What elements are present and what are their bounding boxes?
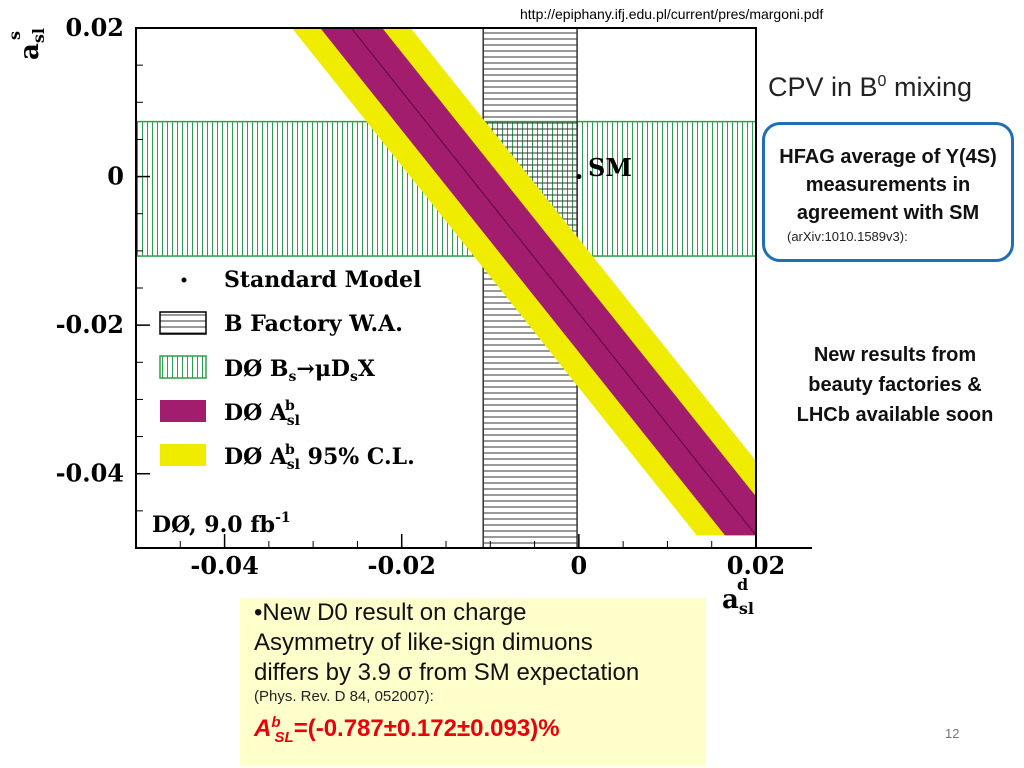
asl-formula: AbSL=(-0.787±0.172±0.093)% bbox=[254, 714, 560, 746]
hfag-callout: HFAG average of Y(4S) measurements in ag… bbox=[762, 122, 1014, 262]
legend-label-standard-model: Standard Model bbox=[224, 267, 421, 293]
x-axis-label-sup: d bbox=[737, 575, 748, 594]
legend-swatch-dot bbox=[181, 277, 187, 283]
legend-swatch-yellow bbox=[160, 444, 206, 466]
note-reference: (Phys. Rev. D 84, 052007): bbox=[254, 688, 434, 705]
asl-center-line bbox=[350, 28, 756, 536]
x-tick-label: -0.02 bbox=[368, 551, 436, 580]
asl-plot: -0.04 -0.02 0 0.02 0.02 0 -0.02 -0.04 asl s asl… bbox=[5, 13, 812, 618]
x-axis-label: asl bbox=[722, 585, 754, 618]
note-line-1: •New D0 result on charge bbox=[254, 599, 527, 626]
legend-label-b-factory: B Factory W.A. bbox=[224, 311, 403, 337]
x-tick-label: 0.02 bbox=[727, 551, 785, 580]
legend-label-bs: DØ Bs→μDsX bbox=[224, 356, 376, 385]
y-axis-label-sup: s bbox=[5, 31, 24, 40]
x-tick-label: -0.04 bbox=[190, 551, 258, 580]
page-number: 12 bbox=[945, 726, 960, 741]
y-axis-label: asl bbox=[15, 28, 48, 60]
sm-point bbox=[576, 174, 582, 180]
note-line-3: differs by 3.9 σ from SM expectation bbox=[254, 659, 640, 686]
y-tick-label: 0.02 bbox=[66, 13, 124, 42]
legend-swatch-bs bbox=[159, 355, 207, 379]
legend: Standard Model B Factory W.A. DØ Bs→μDsX… bbox=[152, 267, 421, 538]
legend-swatch-purple bbox=[160, 400, 206, 422]
dataset-label: DØ, 9.0 fb-1 bbox=[152, 510, 291, 538]
legend-label-asl: DØ Ab sl bbox=[224, 398, 300, 429]
x-tick-label: 0 bbox=[571, 551, 588, 580]
new-results-note: New results from beauty factories & LHCb… bbox=[796, 344, 994, 426]
source-url[interactable]: http://epiphany.ifj.edu.pl/current/pres/… bbox=[520, 6, 824, 22]
slide-title: CPV in B0 mixing bbox=[768, 72, 972, 102]
d0-result-box: •New D0 result on charge Asymmetry of li… bbox=[240, 598, 706, 766]
y-tick-label: 0 bbox=[107, 162, 124, 191]
sm-label: SM bbox=[588, 153, 632, 182]
hfag-reference: (arXiv:1010.1589v3): bbox=[787, 229, 908, 244]
legend-label-asl-95: DØ Ab sl 95% C.L. bbox=[224, 442, 415, 473]
asl-band bbox=[320, 28, 756, 536]
y-tick-label: -0.04 bbox=[56, 459, 124, 488]
hfag-text: HFAG average of Y(4S) measurements in ag… bbox=[779, 146, 997, 224]
note-line-2: Asymmetry of like-sign dimuons bbox=[254, 629, 593, 656]
legend-swatch-b-factory bbox=[159, 311, 207, 335]
y-tick-label: -0.02 bbox=[56, 310, 124, 339]
